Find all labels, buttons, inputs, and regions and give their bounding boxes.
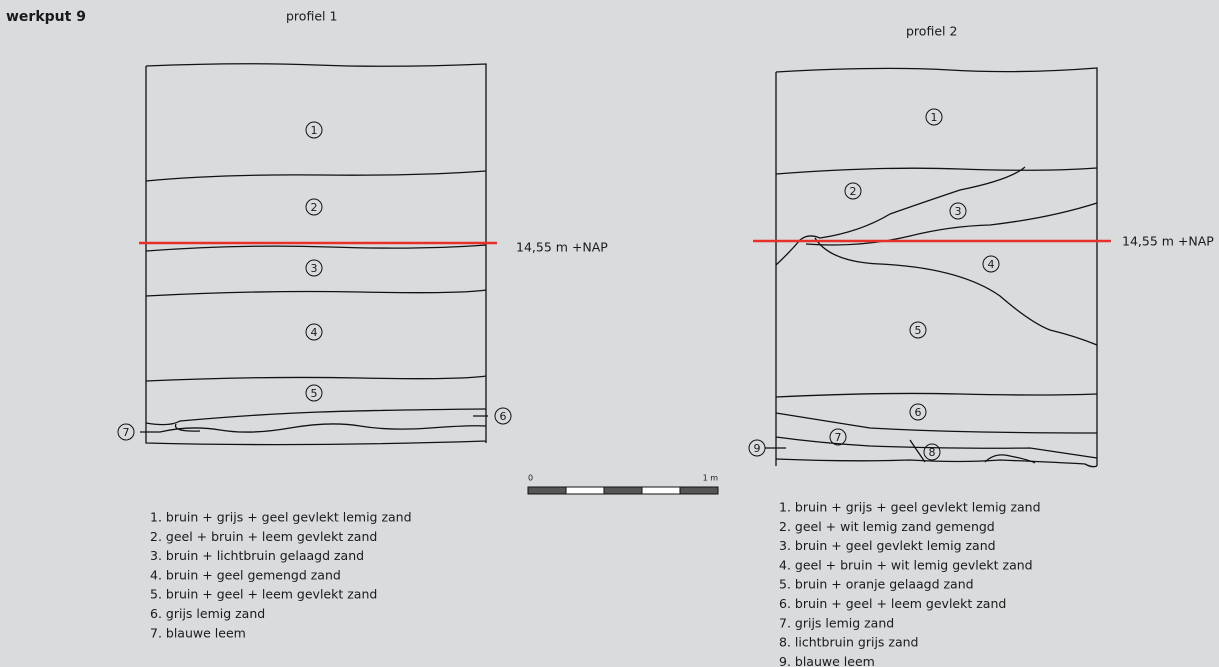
layer-number: 7 — [835, 431, 842, 444]
legend-item: 4. bruin + geel gemengd zand — [150, 567, 341, 582]
legend-item: 9. blauwe leem — [779, 654, 875, 667]
profile-title: profiel 2 — [906, 24, 957, 39]
layer-number: 7 — [123, 426, 130, 439]
scale-bar: 0 1 m — [527, 474, 719, 495]
layer-number: 4 — [311, 326, 318, 339]
legend-item: 5. bruin + oranje gelaagd zand — [779, 577, 974, 592]
layer-marker — [923, 443, 941, 461]
profile-1-drawing — [139, 63, 497, 446]
layer-marker — [909, 403, 927, 421]
level-label: 14,55 m +NAP — [1122, 234, 1214, 249]
level-label: 14,55 m +NAP — [516, 240, 608, 255]
legend-item: 3. bruin + lichtbruin gelaagd zand — [150, 548, 364, 563]
legend-item: 1. bruin + grijs + geel gevlekt lemig za… — [150, 510, 412, 525]
layer-number: 6 — [915, 406, 922, 419]
legend-item: 7. grijs lemig zand — [779, 615, 894, 630]
layer-number: 1 — [311, 124, 318, 137]
profile-2-drawing — [753, 67, 1111, 468]
layer-number: 4 — [988, 258, 995, 271]
layer-marker — [748, 439, 766, 457]
legend-item: 8. lichtbruin grijs zand — [779, 635, 919, 650]
layer-number: 3 — [955, 205, 962, 218]
profile-title: profiel 1 — [286, 9, 337, 24]
layer-marker — [305, 384, 323, 402]
layer-marker — [305, 121, 323, 139]
layer-marker — [925, 108, 943, 126]
layer-marker — [305, 259, 323, 277]
layer-marker — [494, 407, 512, 425]
legend-item: 6. grijs lemig zand — [150, 606, 265, 621]
legend-item: 2. geel + wit lemig zand gemengd — [779, 519, 995, 534]
layer-marker — [117, 423, 135, 441]
layer-marker — [844, 182, 862, 200]
layer-marker — [305, 323, 323, 341]
legend-item: 1. bruin + grijs + geel gevlekt lemig za… — [779, 500, 1041, 515]
scale-label: 0 — [528, 474, 533, 483]
scale-label: 1 m — [703, 474, 719, 483]
layer-marker — [949, 202, 967, 220]
labels: 1 2 3 4 5 6 7 1. bruin + grijs + geel gevlekt l… — [117, 108, 1041, 667]
layer-marker — [982, 255, 1000, 273]
layer-number: 1 — [931, 111, 938, 124]
layer-number: 6 — [500, 410, 507, 423]
page-title: werkput 9 — [6, 9, 86, 25]
layer-number: 9 — [754, 442, 761, 455]
layer-number: 2 — [850, 185, 857, 198]
layer-number: 5 — [311, 387, 318, 400]
layer-marker — [829, 428, 847, 446]
legend-item: 4. geel + bruin + wit lemig gevlekt zand — [779, 557, 1033, 572]
layer-marker — [909, 321, 927, 339]
layer-number: 8 — [929, 446, 936, 459]
layer-number: 5 — [915, 324, 922, 337]
legend-item: 7. blauwe leem — [150, 625, 246, 640]
legend-item: 2. geel + bruin + leem gevlekt zand — [150, 529, 377, 544]
legend-item: 3. bruin + geel gevlekt lemig zand — [779, 538, 996, 553]
layer-number: 3 — [311, 262, 318, 275]
legend-item: 5. bruin + geel + leem gevlekt zand — [150, 587, 377, 602]
legend-item: 6. bruin + geel + leem gevlekt zand — [779, 596, 1006, 611]
layer-marker — [305, 198, 323, 216]
layer-number: 2 — [311, 201, 318, 214]
